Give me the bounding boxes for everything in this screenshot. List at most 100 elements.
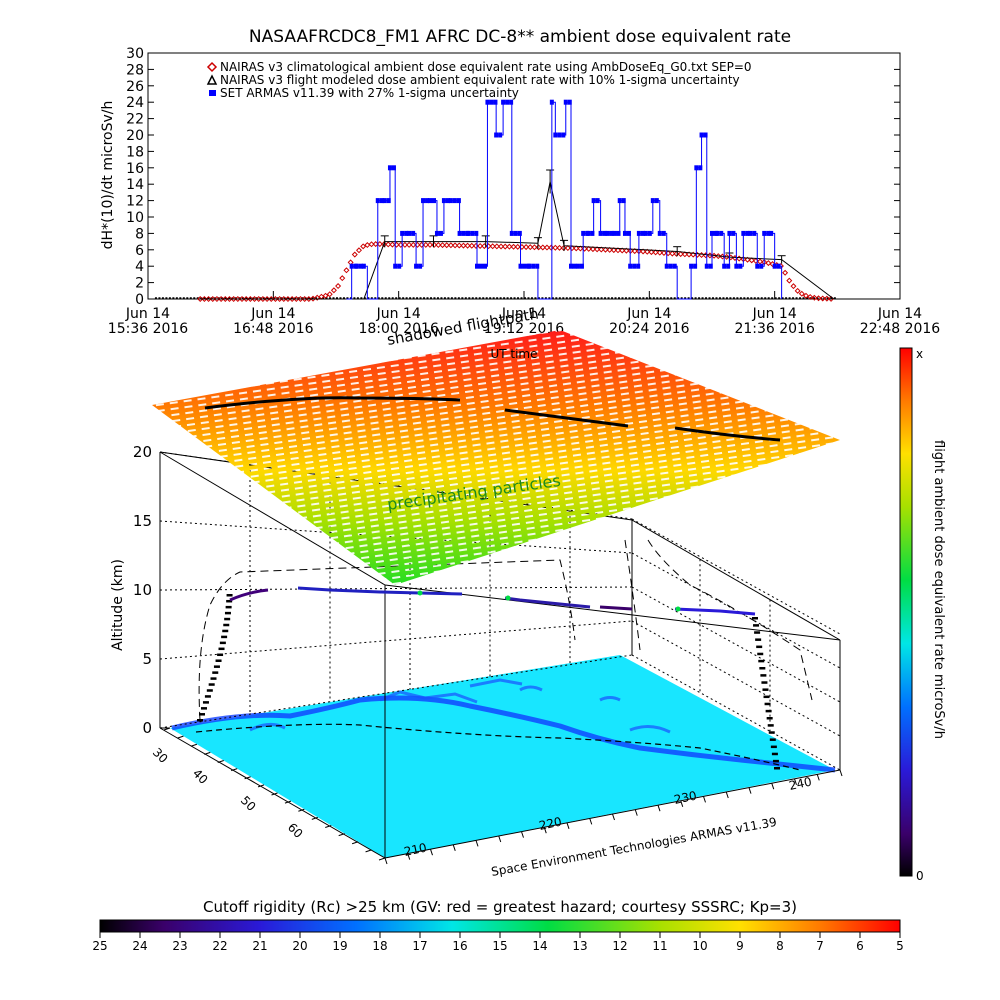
longitude-tick-label: 240 [788,774,813,792]
climatological-point [677,251,684,258]
armas-point [505,99,510,105]
climatological-point [280,295,287,303]
flight-track-point [417,590,423,596]
climatological-point [660,249,667,256]
floor-tick-mark-left [311,816,318,820]
climatological-point [389,241,396,248]
floor-tick-mark [839,769,843,777]
floor-tick-mark [384,857,388,865]
climatological-point [255,295,262,303]
flight-track-point [226,594,233,597]
armas-point [569,263,573,269]
climatological-point [305,295,312,303]
y-tick-label: 2 [135,276,144,292]
colorbar-bottom-label: 0 [916,869,924,883]
floor-tick-mark-left [257,784,265,788]
x-tick-label-date: Jun 14 [250,306,295,322]
armas-point [489,99,494,105]
rigidity-tick-label: 19 [332,939,347,953]
climatological-point [205,295,212,303]
armas-point [776,263,781,269]
altitude-gridline [159,586,633,591]
armas-point [616,230,621,236]
armas-point [354,263,359,269]
floor-tick-mark-left [298,808,305,812]
armas-point [509,230,514,236]
climatological-point [243,295,250,303]
armas-point [575,263,580,269]
altitude-tick-label: 20 [133,443,152,461]
armas-point [590,230,595,236]
y-tick-label: 24 [126,95,144,111]
flight-track-point [754,631,761,634]
rigidity-tick-label: 11 [652,939,667,953]
climatological-point [548,244,555,251]
floor-tick-mark [657,805,661,812]
flight-track-point [770,745,777,749]
armas-point [722,263,727,269]
armas-point [731,230,736,236]
floor-tick-mark [634,809,638,816]
armas-point [762,230,767,236]
climatological-point [209,295,216,303]
longitude-tick-label: 220 [538,814,563,832]
flight-track-point [212,671,219,674]
armas-point [661,230,666,236]
floor-tick-mark-left [325,825,332,828]
climatological-point [748,257,755,264]
armas-point [595,198,600,204]
altitude-tick-label: 0 [142,719,152,737]
flight-track-point [197,719,203,722]
armas-point [501,99,506,105]
flight-track-point [767,724,774,727]
armas-point [397,263,402,269]
armas-point [640,230,645,236]
flight-track-point [753,624,760,627]
climatological-point [372,241,379,248]
climatological-point [556,244,563,251]
flight-track-point [204,695,211,698]
box-edge [631,519,841,641]
armas-point [759,263,764,269]
x-tick-label-date: Jun 14 [376,306,421,322]
flight-track-point [759,667,766,670]
floor-tick-mark-left [163,727,171,731]
climatological-point [247,295,254,303]
y-tick-label: 26 [126,79,144,95]
climatological-point [573,245,580,252]
armas-flight-track [197,586,780,770]
flight-track-point [769,738,776,741]
flight-track-point [752,617,758,620]
climatological-point [381,241,388,248]
altitude-tick-label: 5 [142,650,152,668]
climatological-point [619,247,626,254]
y-tick-label: 30 [126,46,144,62]
armas-point [741,230,746,236]
climatological-point [289,295,296,303]
rigidity-tick-label: 20 [292,939,307,953]
flight-track-point [761,681,768,684]
armas-point [715,230,720,236]
climatological-point [226,295,233,303]
armas-point [703,132,708,138]
floor-tick-mark [612,813,615,821]
z-axis-label: Altitude (km) [110,559,126,651]
rigidity-tick-label: 15 [492,939,507,953]
climatological-point [426,241,434,248]
colorbar-top-label: x [916,347,923,361]
armas-point [621,198,626,204]
armas-point [448,198,453,204]
armas-point [766,230,771,236]
climatological-point [452,242,459,249]
armas-point [527,263,532,269]
armas-point [643,230,648,236]
floor-tick-mark [680,800,684,807]
x-tick-label-date: Jun 14 [626,306,671,322]
flight-track-point [675,606,681,612]
armas-point [693,263,698,269]
climatological-point [502,243,509,250]
floor-tick-mark-left [177,735,184,739]
y-tick-label: 6 [135,243,144,259]
armas-point [632,263,637,269]
armas-point [445,198,450,204]
